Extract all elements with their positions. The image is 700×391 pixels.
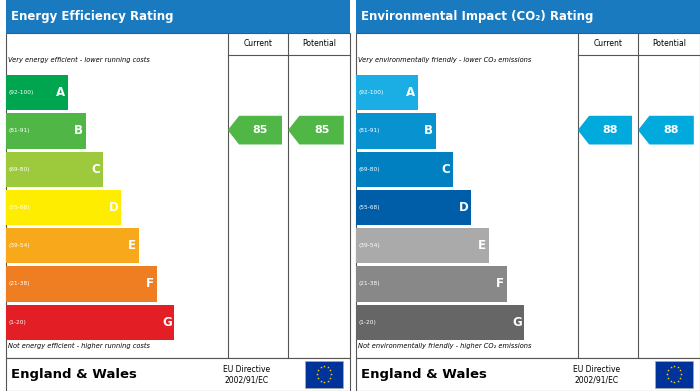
- Bar: [356, 228, 489, 263]
- Bar: [356, 305, 524, 340]
- Text: 85: 85: [253, 125, 268, 135]
- Bar: [6, 190, 121, 225]
- Bar: [6, 228, 139, 263]
- Text: (81-91): (81-91): [8, 128, 30, 133]
- Bar: [305, 361, 343, 388]
- Bar: [356, 152, 454, 187]
- Text: (1-20): (1-20): [8, 320, 26, 325]
- Text: (55-68): (55-68): [8, 205, 30, 210]
- Text: 85: 85: [314, 125, 329, 135]
- Text: E: E: [128, 239, 136, 252]
- Text: EU Directive
2002/91/EC: EU Directive 2002/91/EC: [223, 365, 270, 384]
- Bar: [356, 190, 471, 225]
- Polygon shape: [638, 116, 694, 145]
- Text: (92-100): (92-100): [358, 90, 384, 95]
- Polygon shape: [578, 116, 632, 145]
- Text: (39-54): (39-54): [8, 243, 30, 248]
- Text: (69-80): (69-80): [358, 167, 380, 172]
- Text: 88: 88: [664, 125, 679, 135]
- Bar: [356, 0, 700, 33]
- Polygon shape: [228, 116, 282, 145]
- Text: D: D: [108, 201, 118, 214]
- Text: Potential: Potential: [302, 39, 336, 48]
- Bar: [6, 113, 85, 149]
- Text: Energy Efficiency Rating: Energy Efficiency Rating: [10, 10, 174, 23]
- Text: (21-38): (21-38): [8, 282, 30, 287]
- Text: Potential: Potential: [652, 39, 686, 48]
- Text: B: B: [424, 124, 433, 137]
- Text: G: G: [162, 316, 172, 329]
- Text: EU Directive
2002/91/EC: EU Directive 2002/91/EC: [573, 365, 620, 384]
- Text: G: G: [512, 316, 522, 329]
- Text: England & Wales: England & Wales: [10, 368, 136, 381]
- Text: D: D: [458, 201, 468, 214]
- Bar: [655, 361, 693, 388]
- Text: (81-91): (81-91): [358, 128, 380, 133]
- Text: A: A: [406, 86, 415, 99]
- Text: (21-38): (21-38): [358, 282, 380, 287]
- Bar: [6, 358, 350, 391]
- Text: England & Wales: England & Wales: [360, 368, 486, 381]
- Text: 88: 88: [603, 125, 618, 135]
- Text: C: C: [442, 163, 451, 176]
- Text: (1-20): (1-20): [358, 320, 376, 325]
- Text: E: E: [478, 239, 486, 252]
- Bar: [356, 113, 435, 149]
- Text: (69-80): (69-80): [8, 167, 30, 172]
- Text: F: F: [496, 278, 504, 291]
- Bar: [356, 33, 700, 358]
- Bar: [6, 266, 157, 301]
- Text: C: C: [92, 163, 101, 176]
- Polygon shape: [288, 116, 344, 145]
- Text: (55-68): (55-68): [358, 205, 380, 210]
- Bar: [356, 266, 507, 301]
- Bar: [6, 0, 350, 33]
- Text: B: B: [74, 124, 83, 137]
- Text: Very energy efficient - lower running costs: Very energy efficient - lower running co…: [8, 57, 150, 63]
- Text: (92-100): (92-100): [8, 90, 34, 95]
- Text: Current: Current: [594, 39, 622, 48]
- Bar: [356, 358, 700, 391]
- Text: A: A: [56, 86, 65, 99]
- Text: Not energy efficient - higher running costs: Not energy efficient - higher running co…: [8, 343, 150, 350]
- Text: F: F: [146, 278, 154, 291]
- Bar: [6, 75, 68, 110]
- Bar: [356, 75, 418, 110]
- Bar: [6, 33, 350, 358]
- Text: Current: Current: [244, 39, 272, 48]
- Text: Not environmentally friendly - higher CO₂ emissions: Not environmentally friendly - higher CO…: [358, 343, 532, 350]
- Text: Environmental Impact (CO₂) Rating: Environmental Impact (CO₂) Rating: [360, 10, 593, 23]
- Text: Very environmentally friendly - lower CO₂ emissions: Very environmentally friendly - lower CO…: [358, 57, 532, 63]
- Bar: [6, 152, 104, 187]
- Bar: [6, 305, 174, 340]
- Text: (39-54): (39-54): [358, 243, 380, 248]
